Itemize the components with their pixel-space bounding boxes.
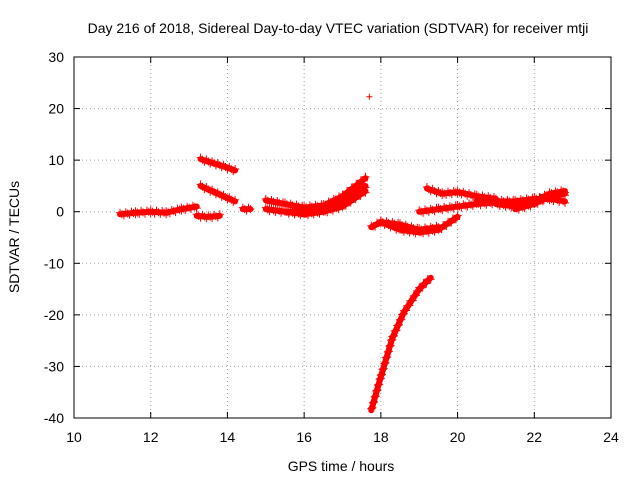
- data-series-5: [238, 203, 255, 215]
- data-series-2: [192, 210, 224, 223]
- data-point-markers: [196, 153, 240, 176]
- data-series-12: [376, 211, 462, 238]
- data-series-10: [367, 274, 435, 414]
- data-point-markers: [192, 210, 224, 223]
- data-point-markers: [238, 203, 255, 215]
- y-tick-label: -30: [44, 358, 64, 374]
- x-tick-label: 22: [526, 429, 542, 445]
- data-point-markers: [196, 180, 240, 206]
- data-point: [366, 93, 373, 100]
- x-tick-label: 14: [220, 429, 236, 445]
- data-point-markers: [116, 201, 201, 220]
- data-series-9: [366, 93, 373, 100]
- x-tick-label: 18: [373, 429, 389, 445]
- data-series-17: [511, 188, 569, 214]
- y-tick-label: -10: [44, 255, 64, 271]
- plot-frame: [73, 56, 612, 419]
- data-series-1: [116, 201, 201, 220]
- x-tick-label: 20: [450, 429, 466, 445]
- data-point-markers: [376, 211, 462, 238]
- data-series-3: [196, 153, 240, 176]
- grid: [74, 57, 611, 418]
- data-series-8: [281, 187, 370, 220]
- data-series-4: [196, 180, 240, 206]
- y-tick-label: -20: [44, 307, 64, 323]
- y-axis: 30 20 10 0 -10 -20 -30 -40: [44, 49, 611, 426]
- x-tick-label: 10: [66, 429, 82, 445]
- x-tick-label: 12: [143, 429, 159, 445]
- x-tick-label: 16: [296, 429, 312, 445]
- data-point-markers: [281, 187, 370, 220]
- y-tick-label: 0: [56, 204, 64, 220]
- y-tick-label: -40: [44, 410, 64, 426]
- x-axis-label: GPS time / hours: [288, 458, 395, 474]
- chart-title: Day 216 of 2018, Sidereal Day-to-day VTE…: [88, 20, 589, 36]
- y-tick-label: 30: [48, 49, 64, 65]
- y-axis-label: SDTVAR / TECUs: [6, 181, 22, 293]
- data-point-markers: [511, 188, 569, 214]
- data-point-markers: [367, 275, 435, 413]
- y-tick-label: 20: [48, 101, 64, 117]
- x-axis: 10 12 14 16 18 20 22 24: [66, 57, 619, 445]
- data-markers: [116, 93, 569, 414]
- x-tick-label: 24: [603, 429, 619, 445]
- y-tick-label: 10: [48, 152, 64, 168]
